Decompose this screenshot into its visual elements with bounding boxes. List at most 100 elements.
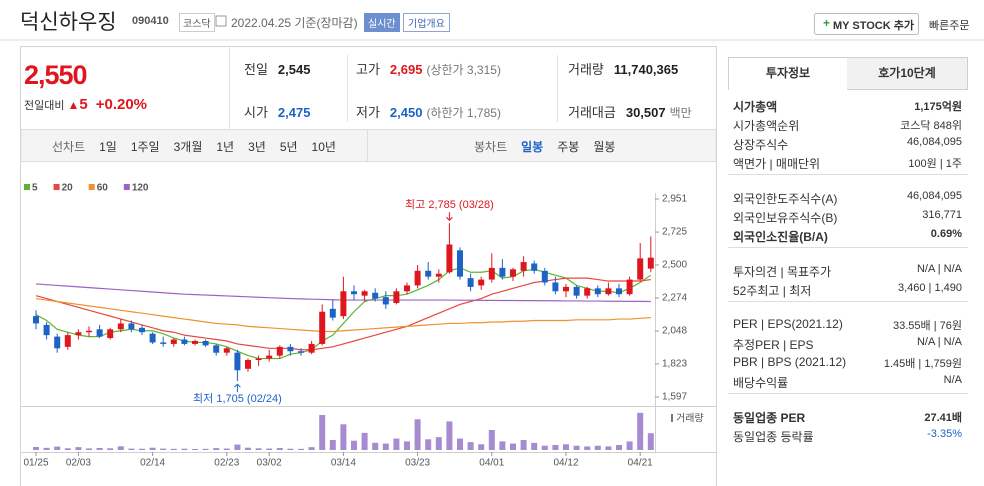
panel-label: 액면가 | 매매단위 — [733, 157, 821, 171]
candle-body — [541, 270, 548, 283]
volume-bar — [647, 433, 654, 450]
company-info[interactable]: 기업개요 — [403, 13, 450, 32]
candle-body — [457, 250, 463, 277]
x-tick-label: 04/21 — [628, 458, 653, 469]
candle-body — [351, 291, 357, 295]
realtime-badge[interactable]: 실시간 — [364, 13, 400, 32]
candle-body — [435, 273, 442, 277]
volume-bar — [86, 448, 92, 450]
my-stock[interactable]: MY STOCK 추가 — [833, 20, 914, 32]
market-badge: 코스닥 — [179, 13, 215, 32]
panel-tab[interactable]: 투자정보 — [729, 58, 847, 90]
low-arrow — [234, 383, 241, 393]
change-row: 전일대비 ▲5 +0.20% — [24, 96, 147, 113]
legend-label: 5 — [32, 183, 38, 194]
volume-bar — [414, 419, 421, 450]
volume-bar — [552, 445, 559, 450]
quick-order[interactable]: 빠른주문 — [929, 20, 970, 32]
summary-cell: 전일 2,545 — [244, 59, 310, 78]
candle-body — [245, 360, 251, 369]
summary-note: (하한가 1,785) — [426, 106, 501, 120]
summary-cell: 저가 2,450 (하한가 1,785) — [356, 102, 501, 121]
candle-body — [573, 286, 580, 296]
candle-body — [86, 330, 92, 333]
candle-body — [478, 279, 485, 286]
main-box — [20, 46, 717, 486]
period-tab[interactable]: 1일 — [99, 140, 117, 154]
change-label: 전일대비 — [24, 100, 65, 112]
panel-value: 27.41배 — [924, 412, 962, 424]
candle-tab[interactable]: 월봉 — [593, 140, 616, 154]
volume-bar — [96, 448, 103, 450]
panel-label: PER | EPS(2021.12) — [733, 317, 843, 331]
x-tick-label: 03/14 — [331, 458, 356, 469]
volume-bar — [488, 430, 495, 450]
panel-tab[interactable]: 호가10단계 — [878, 66, 936, 80]
legend-swatch — [88, 184, 95, 190]
candle-tab[interactable]: 일봉 — [521, 140, 544, 154]
summary-cell: 시가 2,475 — [244, 102, 310, 121]
candle-body — [75, 332, 82, 336]
candle-body — [425, 270, 432, 277]
period-tab[interactable]: 10년 — [311, 140, 336, 154]
summary-label: 전일 — [244, 62, 268, 77]
summary-label: 시가 — [244, 105, 268, 120]
y-tick-label: 1,823 — [662, 359, 687, 370]
panel-label: 외국인보유주식수(B) — [733, 211, 838, 225]
candle-body — [594, 288, 601, 295]
stock-name: 덕신하우징 — [20, 11, 117, 34]
volume-bar — [64, 448, 71, 450]
period-tab[interactable]: 3개월 — [173, 140, 203, 154]
candle-body — [223, 348, 230, 353]
summary-value: 2,695 — [389, 62, 423, 77]
date: 2022.04.25 기준(장마감) — [231, 16, 358, 30]
volume-bar — [351, 440, 357, 450]
legend-swatch — [123, 184, 130, 190]
volume-bar — [170, 448, 177, 450]
panel-value: 코스닥 848위 — [900, 120, 962, 132]
my-stock-button[interactable] — [814, 13, 919, 35]
candle-body — [647, 257, 654, 269]
period-tab[interactable]: 1주일 — [130, 140, 160, 154]
panel-label: 외국인소진율(B/A) — [733, 230, 828, 244]
candle-body — [361, 291, 368, 296]
tab-label: 봉차트 — [474, 140, 508, 154]
summary-value: 2,450 — [389, 105, 423, 120]
high-arrow — [446, 212, 453, 221]
ma-line — [35, 277, 651, 351]
stock-code: 090410 — [132, 15, 169, 27]
period-tab[interactable]: 3년 — [248, 140, 266, 154]
panel-label: 동일업종 PER — [733, 411, 806, 425]
panel-value: N/A | N/A — [916, 263, 962, 275]
candle-body — [234, 352, 241, 371]
change: 5 — [79, 96, 88, 113]
x-tick-label: 02/23 — [214, 458, 239, 469]
candle-body — [33, 316, 39, 324]
volume-bar — [202, 448, 209, 450]
summary-value: 2,475 — [277, 105, 311, 120]
volume-bar — [149, 447, 156, 450]
candle-body — [552, 282, 559, 292]
volume-bar — [467, 442, 474, 450]
volume-bar — [139, 448, 145, 450]
candle-body — [531, 263, 538, 271]
summary-value: 30,507 — [625, 105, 666, 120]
volume-bar — [446, 421, 453, 450]
candle-body — [340, 291, 347, 317]
y-tick-label: 2,725 — [662, 227, 687, 238]
period-tab[interactable]: 5년 — [279, 140, 298, 154]
volume-bar — [192, 449, 198, 450]
panel-value: -3.35% — [927, 428, 962, 440]
volume-label: 거래량 — [676, 413, 704, 425]
panel-value: 0.69% — [930, 228, 962, 240]
candle-body — [382, 297, 389, 305]
legend-label: 120 — [132, 183, 149, 194]
current-price: 2,550 — [24, 60, 88, 90]
candle-body — [510, 269, 516, 277]
volume-bar — [404, 441, 410, 450]
x-tick-label: 03/02 — [257, 458, 282, 469]
candle-body — [128, 323, 135, 330]
candle-body — [266, 355, 273, 359]
candle-tab[interactable]: 주봉 — [557, 140, 580, 154]
period-tab[interactable]: 1년 — [216, 140, 235, 154]
